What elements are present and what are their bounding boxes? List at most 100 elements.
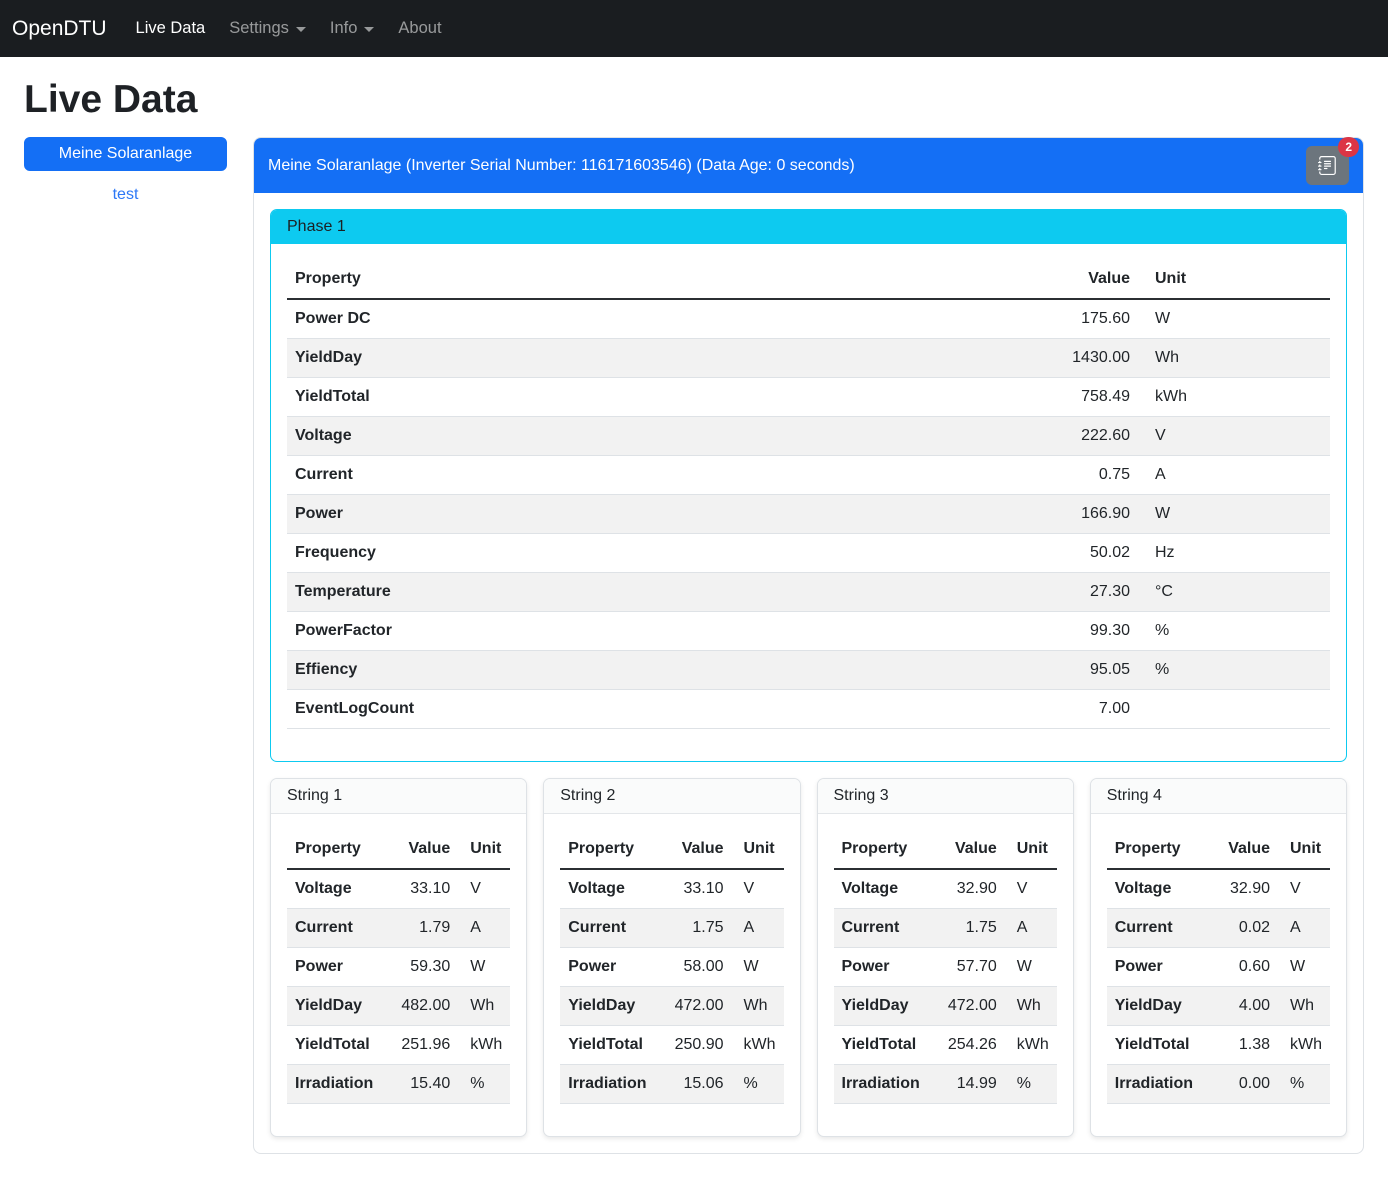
eventlog-button[interactable]: 2 [1306, 146, 1349, 185]
value-cell: 166.90 [1008, 495, 1138, 534]
table-row: YieldTotal 758.49 kWh [287, 378, 1330, 417]
column-unit: Unit [1278, 830, 1330, 869]
value-cell: 250.90 [654, 1026, 731, 1065]
table-row: YieldTotal 1.38 kWh [1107, 1026, 1330, 1065]
column-unit: Unit [458, 830, 510, 869]
string-table: Property Value Unit [287, 830, 510, 1104]
column-unit: Unit [732, 830, 784, 869]
brand-link[interactable]: OpenDTU [12, 17, 107, 41]
string-card-4: String 4 Property Value Unit [1090, 778, 1347, 1137]
table-row: Irradiation 15.06 % [560, 1065, 783, 1104]
column-property: Property [560, 830, 654, 869]
value-cell: 1.75 [928, 909, 1005, 948]
string-table: Property Value Unit [834, 830, 1057, 1104]
value-cell: 33.10 [381, 869, 458, 909]
unit-cell: % [1005, 1065, 1057, 1104]
inverter-select-button[interactable]: Meine Solaranlage [24, 137, 227, 171]
property-cell: YieldDay [287, 339, 1008, 378]
unit-cell: V [1278, 869, 1330, 909]
unit-cell: Hz [1138, 534, 1330, 573]
table-header-row: Property Value Unit [1107, 830, 1330, 869]
column-value: Value [381, 830, 458, 869]
unit-cell: % [458, 1065, 510, 1104]
property-cell: Voltage [287, 869, 381, 909]
page-container: Live Data Meine Solaranlage test Meine S… [24, 78, 1364, 1154]
table-row: Irradiation 15.40 % [287, 1065, 510, 1104]
phase-table: Property Value Unit Power DC [287, 260, 1330, 729]
unit-cell: kWh [458, 1026, 510, 1065]
table-row: Effiency 95.05 % [287, 651, 1330, 690]
unit-cell: Wh [458, 987, 510, 1026]
property-cell: PowerFactor [287, 612, 1008, 651]
value-cell: 0.60 [1201, 948, 1278, 987]
value-cell: 175.60 [1008, 299, 1138, 339]
value-cell: 33.10 [654, 869, 731, 909]
table-header-row: Property Value Unit [287, 830, 510, 869]
table-row: Current 1.75 A [834, 909, 1057, 948]
table-header-row: Property Value Unit [834, 830, 1057, 869]
property-cell: Voltage [834, 869, 928, 909]
table-row: Current 1.79 A [287, 909, 510, 948]
property-cell: Voltage [560, 869, 654, 909]
value-cell: 251.96 [381, 1026, 458, 1065]
value-cell: 58.00 [654, 948, 731, 987]
table-row: Temperature 27.30 °C [287, 573, 1330, 612]
property-cell: Power [287, 948, 381, 987]
unit-cell: % [1138, 612, 1330, 651]
table-row: Voltage 33.10 V [560, 869, 783, 909]
eventlog-badge: 2 [1338, 137, 1359, 157]
table-row: Irradiation 14.99 % [834, 1065, 1057, 1104]
nav-about[interactable]: About [389, 11, 450, 46]
property-cell: YieldTotal [287, 1026, 381, 1065]
unit-cell: V [732, 869, 784, 909]
property-cell: YieldDay [560, 987, 654, 1026]
inverter-link-test[interactable]: test [24, 186, 227, 204]
value-cell: 15.06 [654, 1065, 731, 1104]
table-row: YieldTotal 251.96 kWh [287, 1026, 510, 1065]
property-cell: Power [1107, 948, 1201, 987]
nav-live-data[interactable]: Live Data [127, 11, 215, 46]
unit-cell: A [458, 909, 510, 948]
table-row: YieldDay 472.00 Wh [560, 987, 783, 1026]
table-row: Current 0.02 A [1107, 909, 1330, 948]
property-cell: YieldTotal [834, 1026, 928, 1065]
string-card-2: String 2 Property Value Unit [543, 778, 800, 1137]
nav-about-label: About [398, 19, 441, 38]
value-cell: 254.26 [928, 1026, 1005, 1065]
table-header-row: Property Value Unit [560, 830, 783, 869]
property-cell: Irradiation [1107, 1065, 1201, 1104]
string-table: Property Value Unit [560, 830, 783, 1104]
unit-cell: % [1138, 651, 1330, 690]
nav-info[interactable]: Info [321, 11, 384, 46]
value-cell: 32.90 [1201, 869, 1278, 909]
unit-cell: V [458, 869, 510, 909]
value-cell: 99.30 [1008, 612, 1138, 651]
sidebar: Meine Solaranlage test [24, 137, 227, 204]
column-unit: Unit [1138, 260, 1330, 299]
unit-cell: kWh [1138, 378, 1330, 417]
table-row: Voltage 32.90 V [1107, 869, 1330, 909]
nav-info-label: Info [330, 19, 358, 38]
value-cell: 1.75 [654, 909, 731, 948]
property-cell: YieldTotal [560, 1026, 654, 1065]
column-value: Value [928, 830, 1005, 869]
caret-down-icon [296, 27, 306, 32]
value-cell: 14.99 [928, 1065, 1005, 1104]
string-card-title: String 3 [818, 779, 1073, 814]
unit-cell: W [1005, 948, 1057, 987]
navbar: OpenDTU Live Data Settings Info About [0, 0, 1388, 57]
value-cell: 27.30 [1008, 573, 1138, 612]
table-row: Current 1.75 A [560, 909, 783, 948]
unit-cell [1138, 690, 1330, 729]
unit-cell: A [1138, 456, 1330, 495]
property-cell: Power [834, 948, 928, 987]
property-cell: EventLogCount [287, 690, 1008, 729]
string-cards-grid: String 1 Property Value Unit [270, 778, 1347, 1137]
nav-settings[interactable]: Settings [220, 11, 315, 46]
table-row: YieldDay 482.00 Wh [287, 987, 510, 1026]
table-row: Irradiation 0.00 % [1107, 1065, 1330, 1104]
value-cell: 482.00 [381, 987, 458, 1026]
property-cell: YieldDay [1107, 987, 1201, 1026]
value-cell: 4.00 [1201, 987, 1278, 1026]
column-value: Value [1201, 830, 1278, 869]
